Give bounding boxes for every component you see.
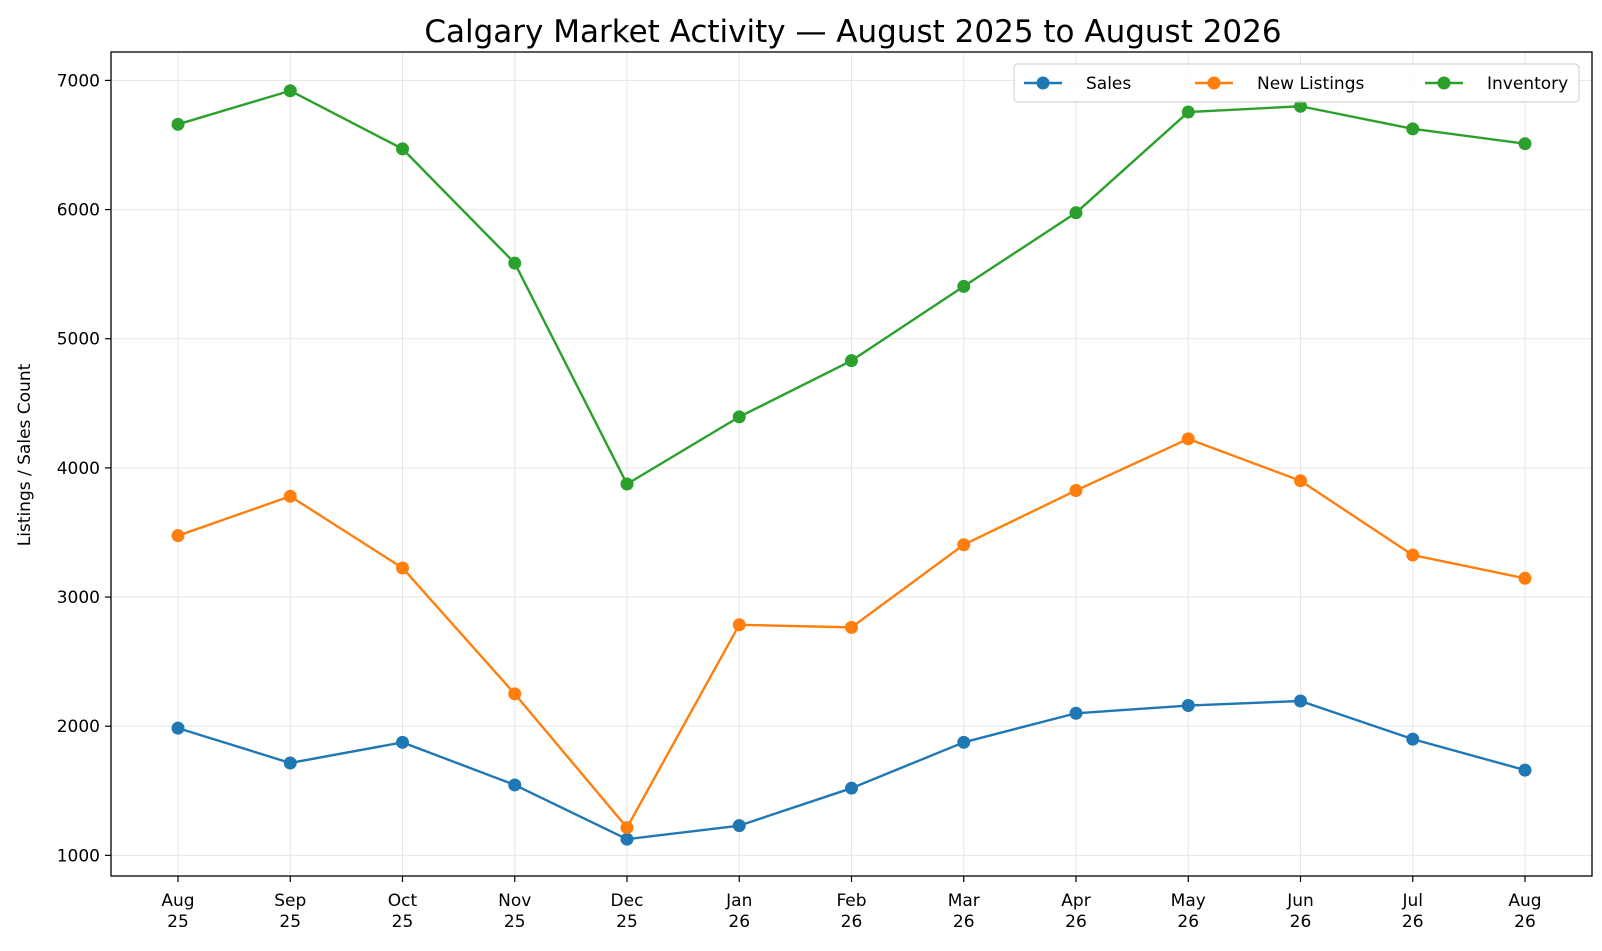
data-point-sales (957, 735, 971, 749)
data-point-inventory (1181, 105, 1195, 119)
data-point-new-listings (1069, 483, 1083, 497)
y-tick-label: 4000 (57, 459, 100, 479)
data-point-new-listings (845, 620, 858, 634)
legend-marker (1036, 76, 1050, 90)
x-tick-label-year: 26 (1065, 912, 1087, 932)
x-tick-label-month: Oct (388, 891, 418, 911)
data-point-sales (620, 832, 634, 846)
x-tick-label-year: 25 (616, 912, 638, 932)
data-point-inventory (732, 410, 746, 424)
data-point-inventory (957, 279, 971, 293)
data-point-sales (396, 735, 409, 749)
y-axis-label: Listings / Sales Count (15, 363, 35, 546)
data-point-new-listings (620, 821, 634, 835)
data-point-inventory (508, 256, 522, 270)
axes: Aug25Sep25Oct25Nov25Dec25Jan26Feb26Mar26… (57, 71, 1542, 932)
data-point-inventory (620, 477, 634, 491)
series-inventory (171, 84, 1532, 491)
x-tick-label-month: Nov (498, 891, 531, 911)
series-sales (171, 694, 1532, 846)
data-point-sales (1294, 694, 1307, 708)
data-point-sales (283, 756, 297, 770)
data-point-new-listings (1406, 548, 1420, 562)
x-tick-label-month: Feb (836, 891, 866, 911)
data-point-sales (171, 721, 185, 735)
data-point-inventory (1294, 99, 1307, 113)
x-tick-label-year: 26 (1290, 912, 1312, 932)
x-tick-label-month: May (1171, 891, 1206, 911)
x-tick-label-year: 26 (1514, 912, 1536, 932)
x-tick-label-year: 25 (504, 912, 526, 932)
data-point-new-listings (1518, 571, 1532, 585)
y-tick-label: 2000 (57, 717, 100, 737)
data-point-new-listings (957, 538, 971, 552)
data-point-new-listings (732, 618, 746, 632)
y-tick-label: 7000 (57, 71, 100, 91)
data-point-new-listings (171, 529, 185, 543)
data-point-sales (1181, 699, 1195, 713)
legend: Sales New Listings Inventory (1013, 63, 1580, 103)
x-tick-label-year: 25 (279, 912, 301, 932)
data-point-sales (732, 819, 746, 833)
x-tick-label-month: Jan (725, 891, 752, 911)
x-tick-label-month: Apr (1061, 891, 1090, 911)
data-point-inventory (1069, 206, 1083, 220)
data-point-new-listings (283, 489, 297, 503)
x-tick-label-month: Jun (1286, 891, 1314, 911)
x-tick-label-month: Sep (274, 891, 306, 911)
x-tick-label-year: 25 (392, 912, 414, 932)
grid (111, 52, 1592, 876)
data-point-inventory (283, 84, 297, 98)
legend-label: Sales (1086, 74, 1131, 94)
x-tick-label-year: 26 (841, 912, 863, 932)
data-point-inventory (1406, 122, 1420, 136)
x-tick-label-year: 26 (1177, 912, 1199, 932)
series-layer (171, 84, 1532, 846)
x-tick-label-month: Aug (1508, 891, 1541, 911)
data-point-sales (1518, 763, 1532, 777)
x-tick-label-year: 26 (953, 912, 975, 932)
data-point-inventory (845, 354, 858, 368)
legend-marker (1437, 76, 1451, 90)
x-tick-label-year: 26 (728, 912, 750, 932)
data-point-inventory (1518, 137, 1532, 151)
data-point-new-listings (1181, 432, 1195, 446)
x-tick-label-month: Dec (611, 891, 644, 911)
data-point-new-listings (396, 561, 409, 575)
x-tick-label-year: 25 (167, 912, 189, 932)
data-point-new-listings (1294, 474, 1307, 488)
y-tick-label: 3000 (57, 588, 100, 608)
data-point-sales (1406, 732, 1420, 746)
data-point-inventory (171, 117, 185, 131)
legend-item-inventory: Inventory (1425, 74, 1568, 94)
legend-box (1013, 63, 1580, 103)
data-point-sales (1069, 706, 1083, 720)
legend-label: Inventory (1487, 74, 1568, 94)
y-tick-label: 6000 (57, 201, 100, 221)
legend-item-new-listings: New Listings (1195, 74, 1364, 94)
data-point-inventory (396, 142, 409, 156)
chart-title: Calgary Market Activity — August 2025 to… (424, 14, 1281, 50)
data-point-sales (508, 778, 522, 792)
x-tick-label-month: Jul (1401, 891, 1423, 911)
series-new-listings (171, 432, 1532, 835)
y-tick-label: 5000 (57, 330, 100, 350)
legend-marker (1207, 76, 1221, 90)
y-tick-label: 1000 (57, 846, 100, 866)
x-tick-label-month: Mar (948, 891, 980, 911)
data-point-new-listings (508, 687, 522, 701)
x-tick-label-year: 26 (1402, 912, 1424, 932)
legend-item-sales: Sales (1024, 74, 1131, 94)
legend-label: New Listings (1257, 74, 1364, 94)
x-tick-label-month: Aug (161, 891, 194, 911)
data-point-sales (845, 781, 858, 795)
